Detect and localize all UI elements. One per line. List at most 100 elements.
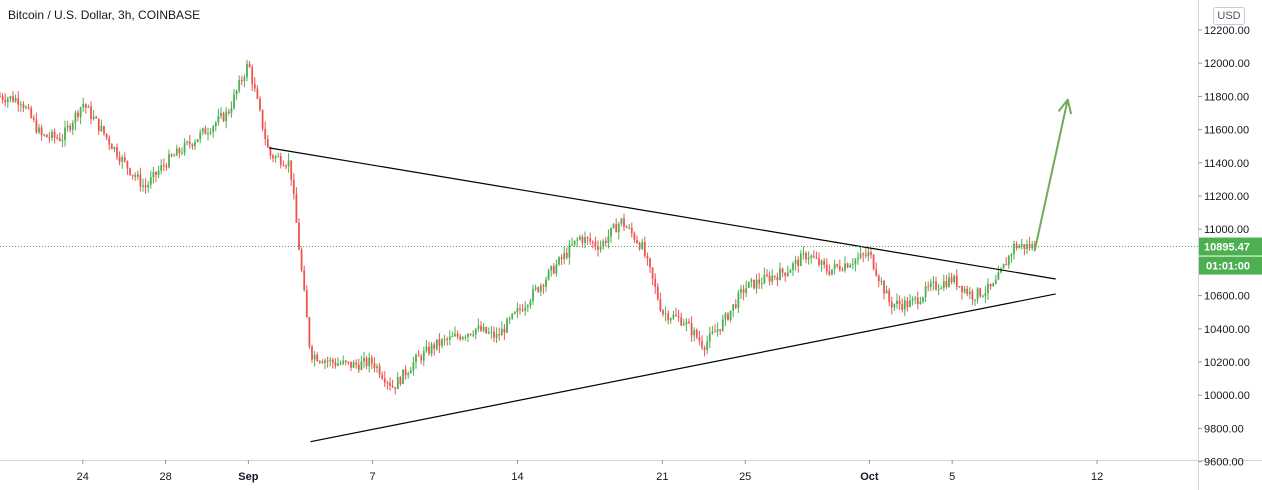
candle-body (64, 127, 66, 141)
candle-body (285, 166, 287, 168)
candle-body (391, 385, 394, 388)
candle-body (625, 226, 628, 228)
candle-body (342, 360, 345, 364)
candle-body (636, 240, 638, 243)
candle-body (534, 287, 537, 289)
candle-body (1010, 254, 1013, 256)
y-tick-label: 10000.00 (1204, 390, 1250, 402)
candle-body (61, 140, 64, 142)
candle-body (724, 313, 727, 320)
y-tick-label: 11800.00 (1204, 91, 1249, 103)
candle-body (524, 307, 527, 311)
candle-body (571, 244, 573, 246)
candle-body (924, 286, 927, 298)
candle-body (695, 330, 698, 338)
candle-body (672, 314, 675, 319)
candle-body (812, 255, 815, 258)
candle-body (820, 260, 823, 265)
candle-body (883, 281, 885, 294)
candle-body (578, 236, 581, 240)
x-tick-label: 14 (511, 471, 523, 483)
y-tick-label: 11400.00 (1204, 158, 1249, 170)
candle-body (207, 133, 209, 135)
candle-body (311, 346, 313, 360)
candle-body (989, 283, 992, 287)
candle-body (706, 341, 709, 351)
candle-body (428, 346, 430, 354)
candle-body (690, 323, 693, 336)
candle-body (235, 90, 238, 95)
candle-body (121, 157, 124, 162)
candle-body (243, 77, 246, 81)
candle-body (222, 113, 225, 122)
candle-body (386, 382, 389, 384)
candle-body (266, 139, 269, 148)
candle-body (12, 96, 14, 102)
candle-body (708, 333, 711, 342)
candle-body (558, 257, 560, 265)
candle-body (615, 224, 618, 233)
candle-body (1020, 244, 1023, 247)
candle-body (955, 275, 958, 287)
candle-body (836, 264, 839, 266)
candle-body (714, 331, 716, 333)
candle-body (373, 363, 376, 368)
candle-body (698, 337, 701, 341)
candle-body (994, 279, 997, 284)
candle-body (295, 193, 298, 223)
candle-body (893, 304, 896, 308)
candle-body (347, 361, 350, 363)
candle-body (573, 240, 576, 245)
candle-body (344, 360, 347, 362)
candle-body (976, 288, 979, 300)
candle-body (381, 375, 384, 379)
candle-body (1013, 244, 1015, 255)
candle-body (100, 126, 103, 131)
candle-body (815, 257, 818, 259)
candle-body (810, 255, 813, 258)
candle-body (4, 99, 7, 103)
candle-body (662, 310, 664, 315)
candle-body (732, 304, 735, 311)
candle-body (131, 174, 134, 176)
candle-body (872, 254, 875, 270)
candle-body (144, 185, 147, 188)
candle-body (560, 257, 563, 260)
candle-body (747, 281, 750, 288)
candle-body (191, 144, 194, 147)
currency-button[interactable]: USD (1213, 7, 1245, 25)
candle-body (966, 288, 969, 294)
candle-body (40, 127, 43, 136)
candle-body (357, 364, 360, 370)
candle-body (721, 319, 724, 331)
candle-body (914, 297, 917, 299)
candle-body (740, 289, 742, 293)
candle-body (482, 327, 485, 331)
upper-trendline (269, 147, 1056, 280)
candle-body (766, 274, 768, 276)
candle-body (568, 244, 571, 258)
candle-body (233, 94, 235, 109)
candle-body (9, 96, 12, 99)
candle-body (711, 331, 714, 334)
candle-body (851, 264, 854, 266)
candle-body (890, 301, 893, 308)
candle-body (77, 112, 79, 117)
candle-body (92, 116, 95, 119)
candle-body (188, 141, 191, 145)
candle-body (438, 339, 441, 346)
candle-body (467, 333, 469, 337)
candle-body (415, 355, 417, 362)
candle-body (360, 361, 363, 370)
candle-body (781, 268, 784, 273)
candle-body (441, 339, 443, 346)
candle-body (565, 252, 568, 258)
candle-body (789, 270, 792, 273)
candle-body (498, 334, 501, 336)
candle-body (797, 259, 800, 266)
candle-body (1007, 255, 1010, 266)
candle-body (643, 242, 646, 257)
candle-body (451, 336, 454, 338)
